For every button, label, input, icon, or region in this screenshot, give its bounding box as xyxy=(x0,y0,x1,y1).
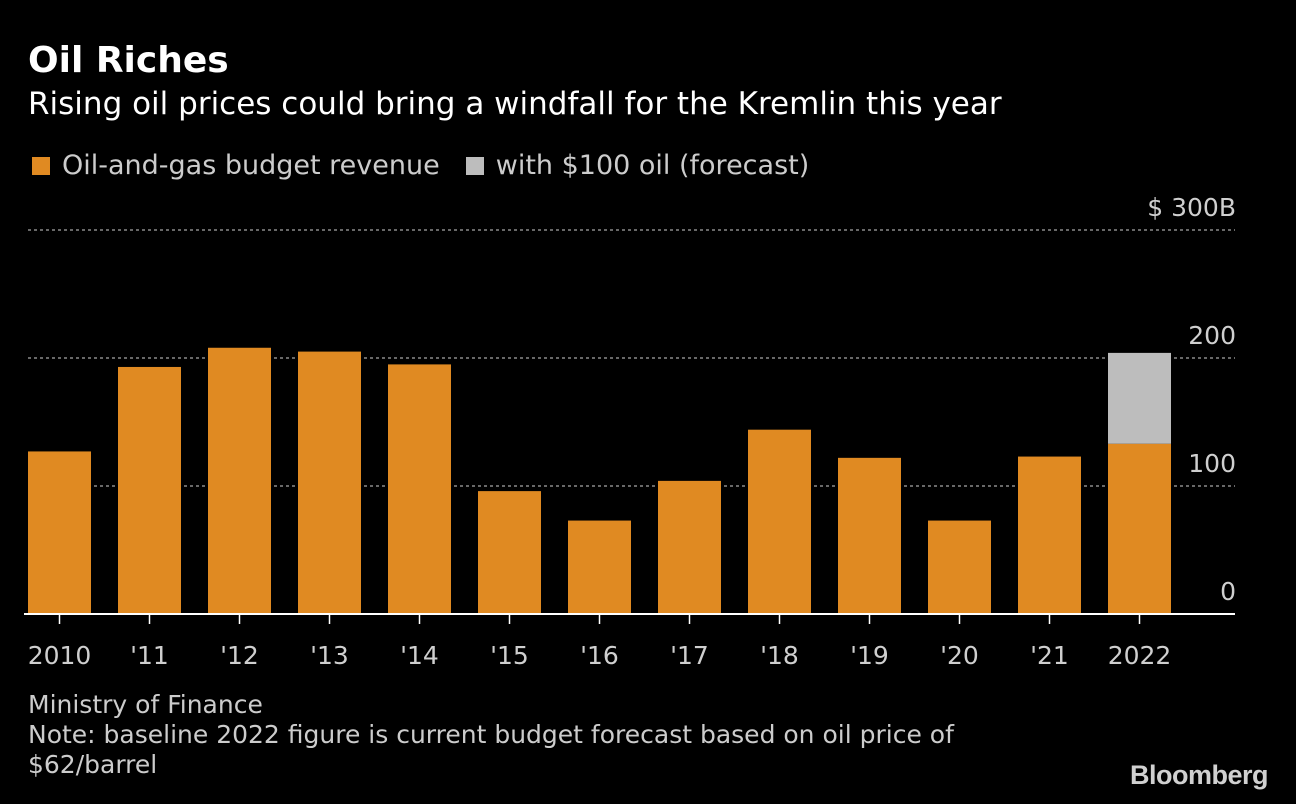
x-tick-label-4: '14 xyxy=(400,641,439,670)
legend-label-forecast: with $100 oil (forecast) xyxy=(495,150,810,181)
x-tick-label-2: '12 xyxy=(220,641,259,670)
chart-subtitle: Rising oil prices could bring a windfall… xyxy=(28,86,1002,122)
x-tick-label-1: '11 xyxy=(130,641,169,670)
source-text: Ministry of Finance xyxy=(28,690,263,719)
bar-revenue-2 xyxy=(208,347,271,614)
note-text-line2: $62/barrel xyxy=(28,750,158,779)
chart-title: Oil Riches xyxy=(28,40,229,81)
y-tick-label-0: 0 xyxy=(1220,577,1236,606)
bar-revenue-12 xyxy=(1108,443,1171,614)
legend-label-revenue: Oil-and-gas budget revenue xyxy=(62,150,440,181)
legend-item-forecast: with $100 oil (forecast) xyxy=(465,150,810,181)
bar-revenue-4 xyxy=(388,364,451,614)
note-text-line1: Note: baseline 2022 figure is current bu… xyxy=(28,720,954,749)
x-tick-label-7: '17 xyxy=(670,641,709,670)
bar-revenue-0 xyxy=(28,451,91,614)
legend-item-revenue: Oil-and-gas budget revenue xyxy=(32,150,440,181)
x-tick-label-8: '18 xyxy=(760,641,799,670)
y-tick-label-300: $ 300B xyxy=(1147,193,1236,222)
x-tick-label-3: '13 xyxy=(310,641,349,670)
bar-revenue-8 xyxy=(748,429,811,614)
bloomberg-logo: Bloomberg xyxy=(1129,760,1269,790)
bar-chart: 0 100 200 $ 300B 2010 '11 '12 '13 '14 '15 '16 '17 '1… xyxy=(24,193,1236,670)
x-tick-label-10: '20 xyxy=(940,641,979,670)
bar-revenue-5 xyxy=(478,491,541,614)
bar-revenue-3 xyxy=(298,351,361,614)
bar-revenue-11 xyxy=(1018,456,1081,614)
x-tick-label-6: '16 xyxy=(580,641,619,670)
legend-swatch-revenue xyxy=(32,156,50,175)
legend-swatch-forecast xyxy=(465,156,484,175)
x-tick-label-5: '15 xyxy=(490,641,529,670)
x-tick-label-12: 2022 xyxy=(1108,641,1172,670)
x-tick-label-9: '19 xyxy=(850,641,889,670)
bar-revenue-7 xyxy=(658,480,721,614)
source-notes: Ministry of Finance Note: baseline 2022 … xyxy=(28,690,954,780)
bar-revenue-6 xyxy=(568,520,631,614)
bar-revenue-9 xyxy=(838,457,901,614)
x-tick-label-0: 2010 xyxy=(28,641,92,670)
y-tick-label-200: 200 xyxy=(1188,321,1236,350)
y-tick-label-100: 100 xyxy=(1188,449,1236,478)
bar-revenue-10 xyxy=(928,520,991,614)
bar-forecast-12 xyxy=(1108,352,1171,444)
bar-revenue-1 xyxy=(118,366,181,614)
x-tick-label-11: '21 xyxy=(1030,641,1069,670)
legend: Oil-and-gas budget revenue with $100 oil… xyxy=(32,150,835,181)
